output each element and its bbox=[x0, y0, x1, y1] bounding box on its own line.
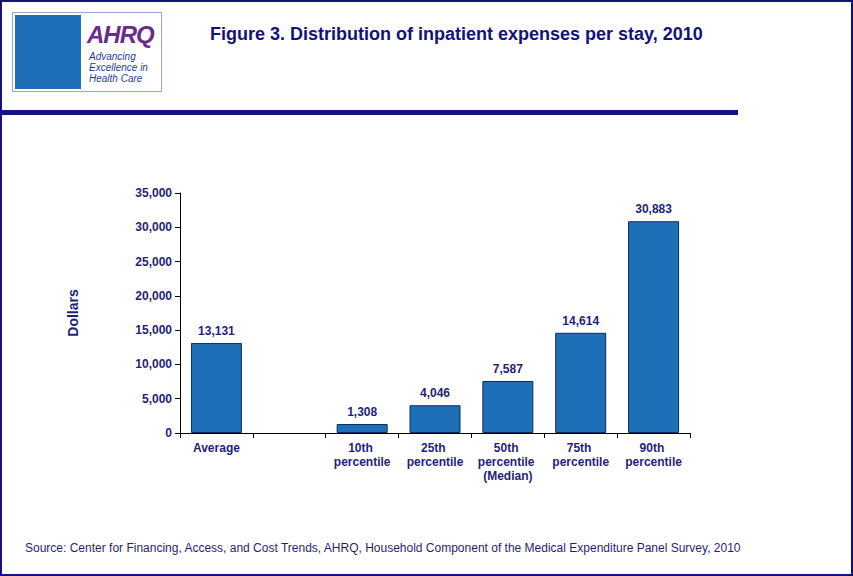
svg-text:percentile: percentile bbox=[625, 455, 682, 469]
svg-text:5,000: 5,000 bbox=[142, 392, 172, 406]
svg-text:75th: 75th bbox=[567, 441, 595, 455]
html-text:AHRQ: AHRQ bbox=[87, 21, 154, 48]
svg-text:percentile: percentile bbox=[478, 455, 538, 469]
svg-text:15,000: 15,000 bbox=[135, 323, 172, 337]
svg-text:percentile: percentile bbox=[407, 455, 464, 469]
svg-text:25th: 25th bbox=[421, 441, 449, 455]
svg-text:13,131: 13,131 bbox=[198, 324, 235, 338]
svg-text:0: 0 bbox=[165, 426, 172, 440]
svg-text:percentile: percentile bbox=[552, 455, 609, 469]
svg-text:Figure 3. Distribution of inpa: Figure 3. Distribution of inpatient expe… bbox=[210, 24, 703, 44]
svg-text:1,308: 1,308 bbox=[347, 405, 377, 419]
svg-text:30,883: 30,883 bbox=[635, 202, 672, 216]
svg-text:14,614: 14,614 bbox=[562, 314, 599, 328]
svg-text:percentile: percentile bbox=[334, 455, 391, 469]
svg-text:Dollars: Dollars bbox=[65, 289, 81, 337]
svg-text:30,000: 30,000 bbox=[135, 220, 172, 234]
svg-text:35,000: 35,000 bbox=[135, 186, 172, 200]
svg-text:90th: 90th bbox=[640, 441, 668, 455]
svg-text:Average: Average bbox=[193, 441, 240, 455]
svg-text:Source: Center for Financing,: Source: Center for Financing, Access, an… bbox=[25, 541, 741, 555]
html-text:Advancing Excellence in Health: Advancing Excellence in Health Care bbox=[89, 51, 148, 84]
svg-text:20,000: 20,000 bbox=[135, 289, 172, 303]
svg-text:50th: 50th bbox=[494, 441, 522, 455]
svg-text:25,000: 25,000 bbox=[135, 255, 172, 269]
svg-text:10,000: 10,000 bbox=[135, 357, 172, 371]
svg-text:7,587: 7,587 bbox=[493, 362, 523, 376]
svg-text:10th: 10th bbox=[348, 441, 376, 455]
svg-text:4,046: 4,046 bbox=[420, 386, 450, 400]
svg-text:(Median): (Median) bbox=[483, 469, 532, 483]
